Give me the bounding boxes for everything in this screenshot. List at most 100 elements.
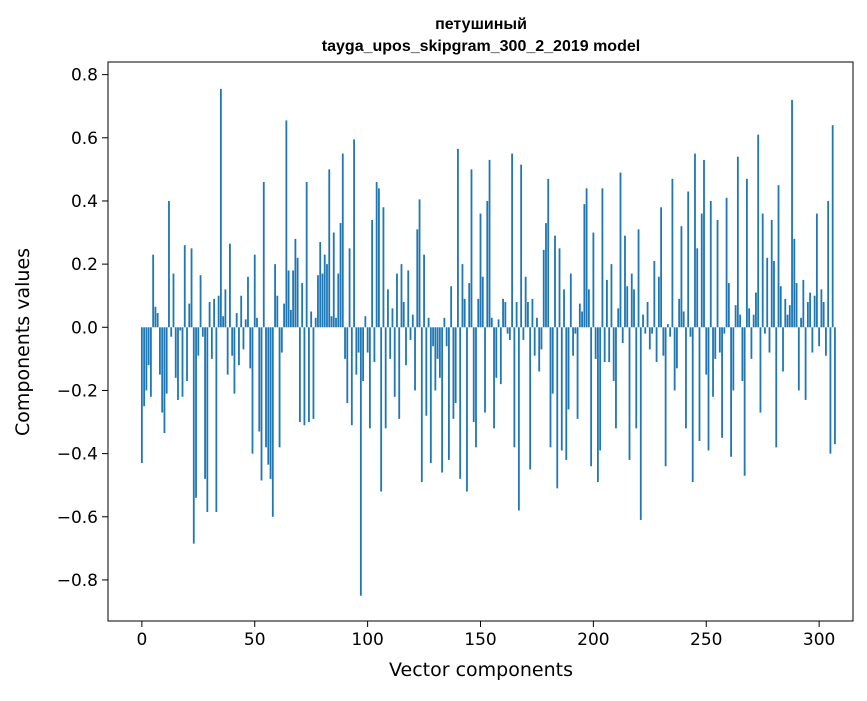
y-axis-label: Components values	[12, 248, 34, 436]
x-tick-label: 300	[803, 630, 835, 650]
bar	[199, 275, 202, 328]
bar	[253, 254, 256, 328]
bar	[545, 223, 547, 328]
bar	[434, 327, 437, 391]
y-tick-label: 0.0	[71, 318, 98, 338]
bar	[477, 298, 480, 328]
bar	[657, 276, 660, 328]
bar	[429, 327, 432, 464]
bar	[161, 327, 164, 413]
bar	[416, 229, 419, 328]
bar	[660, 207, 663, 328]
bar	[328, 169, 331, 328]
bar	[743, 327, 746, 476]
bar	[387, 289, 389, 328]
bar	[788, 305, 791, 328]
bar	[524, 276, 527, 328]
bar	[283, 303, 285, 328]
bar	[784, 298, 787, 328]
bar	[285, 120, 288, 328]
bar	[330, 316, 333, 328]
bar	[508, 327, 511, 340]
bar	[359, 327, 362, 596]
bar	[820, 289, 823, 328]
bar	[147, 327, 150, 366]
bar	[563, 289, 565, 328]
bar	[635, 327, 638, 429]
bar	[233, 327, 236, 394]
bar	[183, 245, 186, 328]
bar	[757, 134, 760, 328]
bar	[815, 213, 818, 328]
y-tick-label: 0.4	[71, 192, 98, 212]
bar	[628, 327, 631, 460]
bar	[298, 327, 301, 423]
bar	[669, 327, 672, 337]
bar	[380, 327, 383, 492]
bar	[723, 327, 726, 334]
bar	[520, 164, 523, 328]
y-tick-label: 0.2	[71, 255, 98, 275]
bar	[490, 317, 493, 328]
bar	[806, 302, 809, 328]
x-axis-ticks: 0 50 100 150 200 250 300	[136, 621, 835, 650]
bar	[583, 204, 586, 328]
bar	[527, 302, 529, 328]
bar	[707, 327, 710, 451]
bar	[484, 327, 486, 413]
bar	[797, 327, 800, 391]
bar	[346, 327, 349, 404]
bar	[154, 306, 157, 328]
bar	[219, 88, 222, 328]
bar	[249, 327, 252, 369]
x-axis-label: Vector components	[389, 659, 573, 681]
x-tick-label: 150	[464, 630, 496, 650]
bar	[603, 327, 606, 363]
bar	[721, 327, 723, 438]
bar	[766, 257, 769, 328]
bar	[190, 248, 193, 328]
bar	[533, 327, 536, 356]
bar	[486, 200, 489, 328]
bar	[768, 327, 771, 353]
bar	[775, 327, 778, 448]
bar	[353, 139, 355, 328]
bar	[515, 302, 518, 328]
bar	[303, 327, 306, 426]
bar	[447, 327, 450, 460]
bar	[782, 327, 784, 372]
y-tick-label: −0.2	[57, 381, 98, 401]
bar	[301, 283, 304, 328]
bar	[811, 327, 814, 353]
bar	[308, 327, 310, 423]
bar	[378, 188, 380, 328]
bar	[179, 327, 182, 331]
bar	[730, 327, 732, 457]
bar	[481, 276, 484, 328]
bar	[825, 327, 827, 356]
bar	[671, 178, 674, 328]
bar	[344, 327, 346, 359]
bar	[725, 197, 728, 328]
bar	[558, 248, 561, 328]
bar	[251, 327, 254, 454]
bar	[585, 188, 588, 328]
bar	[425, 327, 428, 416]
bar	[418, 199, 421, 328]
bar	[411, 314, 414, 328]
bar	[314, 317, 317, 328]
bar	[242, 327, 245, 350]
bar	[269, 327, 272, 479]
bar	[391, 308, 394, 328]
bar	[531, 298, 534, 328]
bar	[396, 273, 398, 328]
bar	[323, 254, 326, 328]
bar	[495, 327, 498, 378]
bar	[145, 327, 148, 391]
bar	[274, 264, 276, 328]
bar	[402, 302, 405, 328]
plot-frame	[107, 61, 854, 622]
bar	[461, 264, 464, 328]
bar	[587, 289, 590, 328]
